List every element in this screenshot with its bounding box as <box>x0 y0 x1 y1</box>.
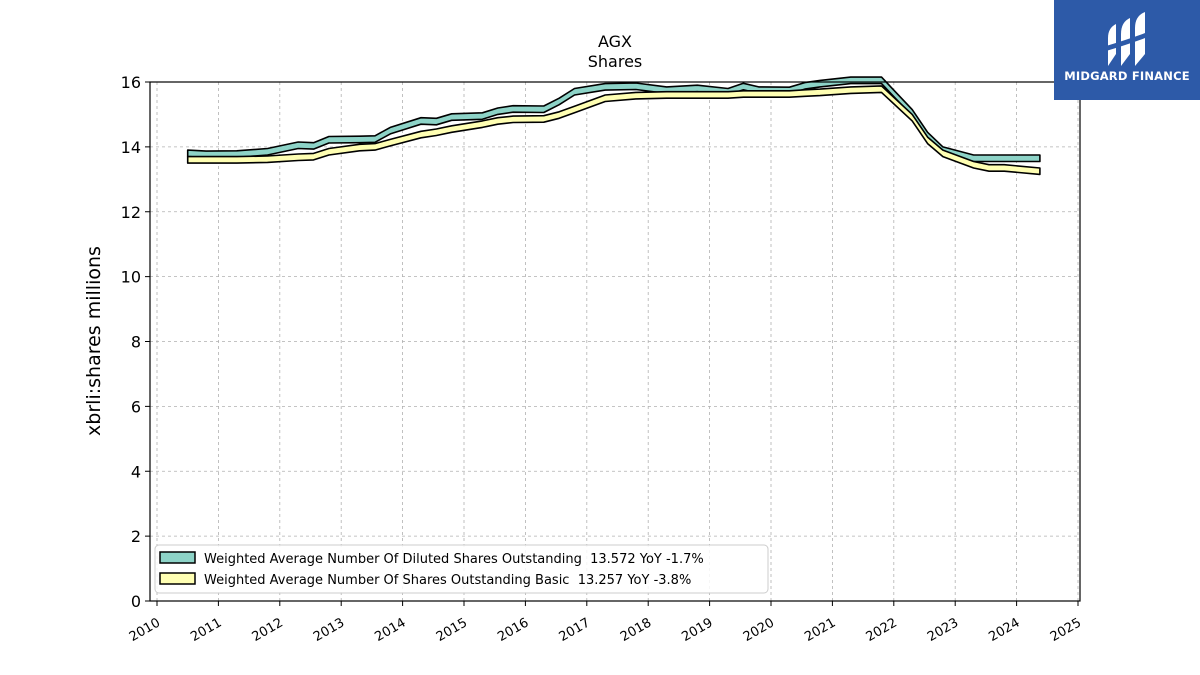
x-tick-label: 2019 <box>679 615 715 645</box>
x-tick-label: 2016 <box>495 615 531 645</box>
series-diluted-shares <box>186 76 1041 163</box>
x-tick-label: 2011 <box>188 615 224 645</box>
legend-label-diluted: Weighted Average Number Of Diluted Share… <box>204 552 704 567</box>
x-tick-label: 2017 <box>557 615 593 645</box>
x-tick-label: 2012 <box>250 615 286 645</box>
legend-swatch-diluted <box>159 551 196 564</box>
brand-name: MIDGARD FINANCE <box>1064 69 1190 83</box>
y-tick-label: 14 <box>121 138 141 157</box>
legend-box <box>154 544 769 594</box>
y-tick-label: 8 <box>131 333 141 352</box>
x-tick-label: 2010 <box>127 615 163 645</box>
chart-title: AGX <box>598 32 632 51</box>
x-tick-label: 2021 <box>802 615 838 645</box>
y-tick-label: 4 <box>131 462 141 481</box>
x-tick-label: 2020 <box>741 615 777 645</box>
legend-swatch-basic <box>159 572 196 585</box>
x-tick-label: 2013 <box>311 615 347 645</box>
y-axis-label: xbrli:shares millions <box>83 246 105 436</box>
midgard-logo-icon <box>1106 12 1148 66</box>
x-tick-label: 2018 <box>618 615 654 645</box>
brand-logo: MIDGARD FINANCE <box>1054 0 1200 100</box>
y-tick-label: 12 <box>121 203 141 222</box>
series-basic-shares <box>186 85 1041 176</box>
y-tick-label: 2 <box>131 527 141 546</box>
series-layer <box>186 76 1041 176</box>
x-tick-label: 2015 <box>434 615 470 645</box>
x-tick-label: 2014 <box>372 615 408 645</box>
x-tick-label: 2022 <box>864 615 900 645</box>
x-tick-label: 2023 <box>925 615 961 645</box>
legend-label-basic: Weighted Average Number Of Shares Outsta… <box>204 573 691 588</box>
y-tick-label: 10 <box>121 268 141 287</box>
x-tick-label: 2024 <box>986 615 1022 645</box>
y-tick-label: 16 <box>121 73 141 92</box>
x-tick-label: 2025 <box>1048 615 1084 645</box>
y-tick-label: 0 <box>131 592 141 611</box>
y-tick-label: 6 <box>131 397 141 416</box>
legend: Weighted Average Number Of Diluted Share… <box>154 544 769 594</box>
chart-subtitle: Shares <box>588 52 643 71</box>
